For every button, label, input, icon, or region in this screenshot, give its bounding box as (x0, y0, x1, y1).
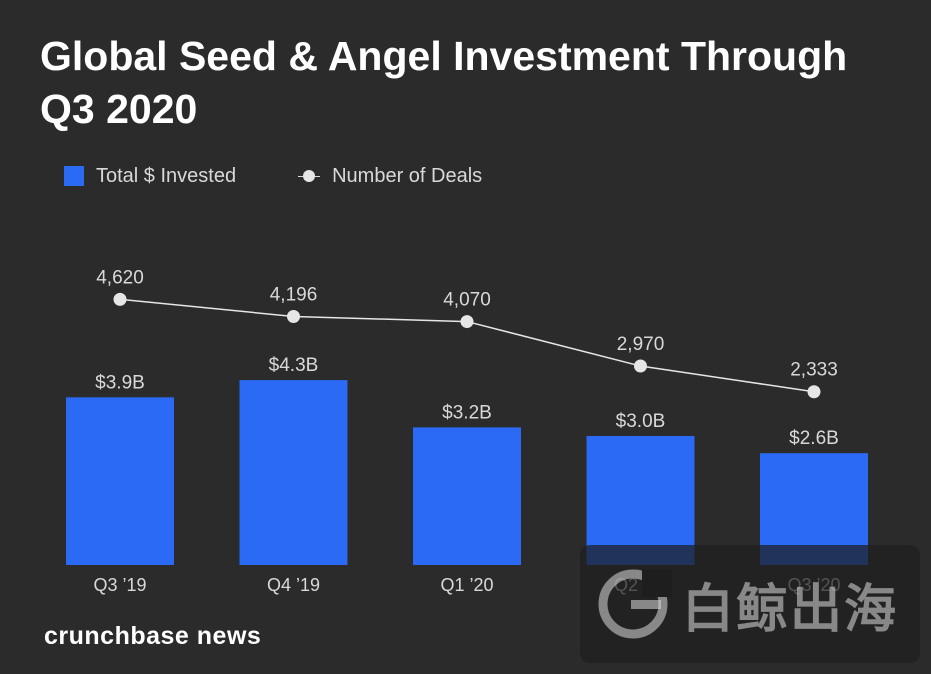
x-tick-label-2: Q4 ’19 (267, 575, 320, 595)
deals-line (119, 298, 815, 393)
bar-3 (413, 427, 521, 565)
deals-value-label-1: 4,620 (96, 267, 144, 288)
deals-value-label-2: 4,196 (270, 284, 318, 305)
deals-point-5 (807, 385, 821, 399)
bar-1 (66, 397, 174, 565)
legend-label-number-of-deals: Number of Deals (332, 164, 483, 187)
watermark-logo-icon (598, 569, 672, 639)
deals-point-4 (634, 359, 647, 373)
legend-swatch-bar (64, 166, 84, 186)
legend-item-number-of-deals: Number of Deals (298, 165, 482, 188)
bar-value-label-2: $4.3B (269, 355, 319, 376)
legend-label-total-invested: Total $ Invested (96, 164, 237, 187)
brand-logo-text: crunchbase news (44, 622, 262, 650)
bar-value-label-4: $3.0B (616, 411, 666, 432)
deals-value-label-4: 2,970 (617, 334, 665, 355)
x-tick-label-1: Q3 ’19 (93, 575, 146, 595)
bar-2 (239, 380, 348, 565)
chart-title: Global Seed & Angel Investment Through Q… (40, 33, 848, 132)
bar-4 (586, 436, 695, 565)
bar-value-label-3: $3.2B (442, 402, 492, 423)
legend-item-total-invested: Total $ Invested (64, 165, 236, 188)
bar-value-label-1: $3.9B (95, 372, 145, 393)
deals-point-3 (460, 315, 474, 329)
legend-marker-line (298, 166, 321, 186)
bar-value-label-5: $2.6B (789, 428, 839, 449)
deals-value-label-5: 2,333 (790, 360, 838, 381)
x-tick-label-3: Q1 ’20 (440, 575, 493, 595)
chart-legend: Total $ Invested Number of Deals (64, 162, 544, 190)
deals-value-label-3: 4,070 (443, 290, 491, 311)
deals-point-1 (113, 292, 127, 306)
watermark-badge: 白鲸出海 (580, 545, 920, 663)
deals-point-2 (287, 309, 300, 323)
watermark-text: 白鲸出海 (682, 580, 899, 639)
